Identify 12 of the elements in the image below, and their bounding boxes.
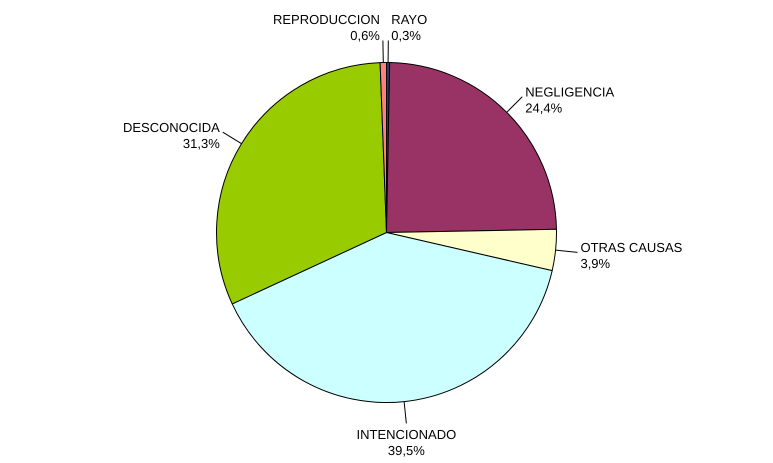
slice-label: INTENCIONADO — [356, 427, 456, 442]
data-label: 31,3% — [182, 136, 220, 151]
data-label: 39,5% — [388, 443, 426, 458]
slice-label: REPRODUCCION — [272, 12, 380, 28]
data-label: 3,9% — [580, 256, 611, 271]
data-label: 24,4% — [525, 100, 563, 116]
slice-label: RAYO — [391, 12, 428, 28]
slice-label: OTRAS CAUSAS — [580, 240, 683, 255]
slice-label: DESCONOCIDA — [122, 120, 220, 135]
data-label: 0,6% — [350, 28, 380, 44]
slice-label: NEGLIGENCIA — [525, 84, 614, 100]
data-label: 0,3% — [391, 28, 422, 44]
